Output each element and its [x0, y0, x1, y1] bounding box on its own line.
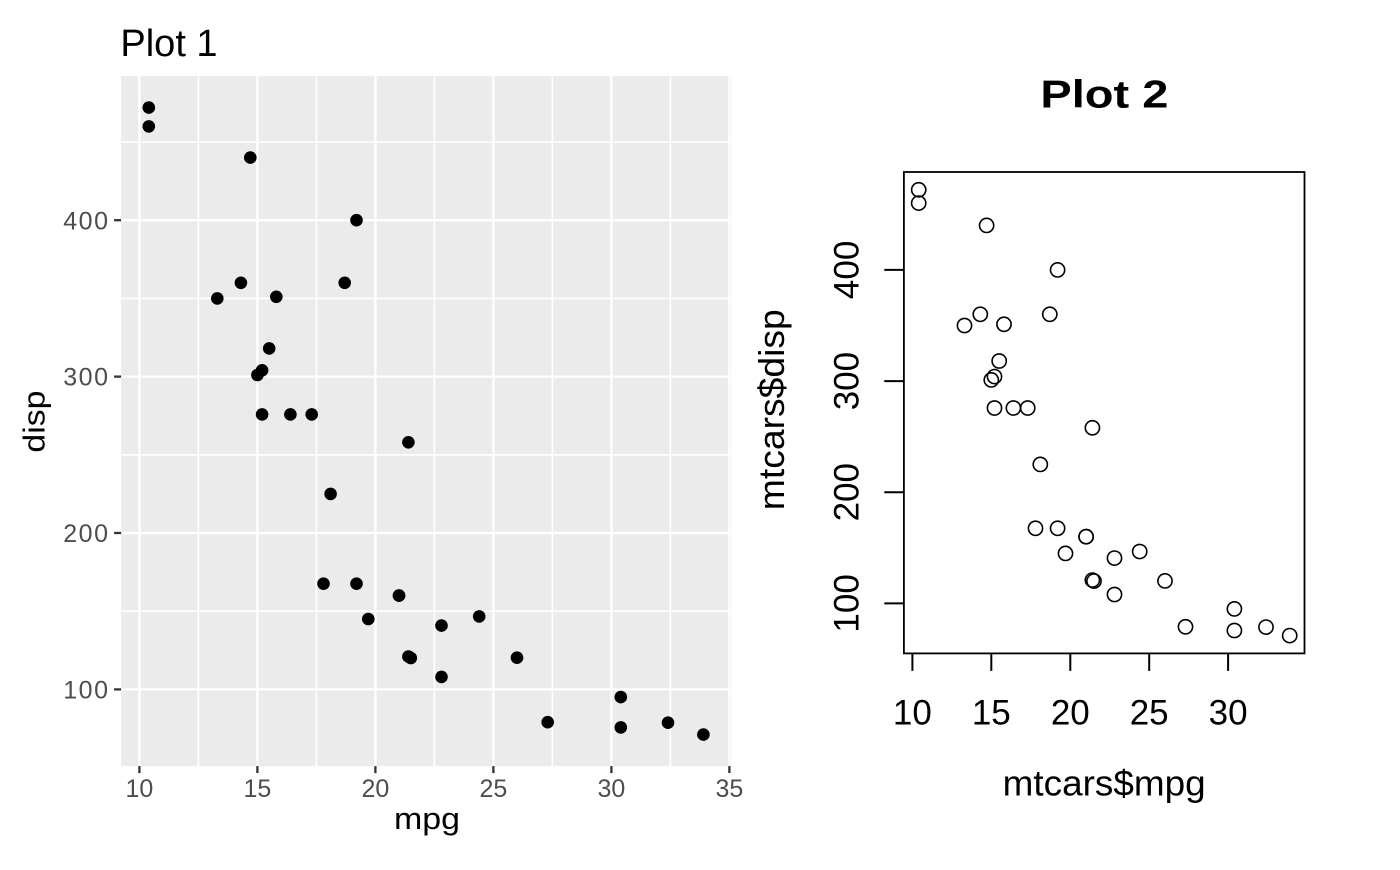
svg-text:30: 30: [1209, 694, 1248, 733]
svg-text:200: 200: [63, 520, 109, 548]
svg-text:Plot 2: Plot 2: [1040, 74, 1168, 117]
svg-text:Plot 1: Plot 1: [120, 23, 217, 65]
svg-text:20: 20: [361, 775, 389, 803]
svg-text:35: 35: [715, 775, 743, 803]
svg-text:400: 400: [827, 241, 866, 299]
svg-text:10: 10: [125, 775, 153, 803]
svg-text:10: 10: [893, 694, 932, 733]
svg-text:400: 400: [63, 207, 109, 235]
svg-text:25: 25: [1130, 694, 1169, 733]
svg-text:300: 300: [63, 364, 109, 392]
svg-text:disp: disp: [16, 391, 51, 453]
svg-text:200: 200: [827, 463, 866, 521]
svg-text:300: 300: [827, 352, 866, 410]
svg-text:20: 20: [1051, 694, 1090, 733]
svg-text:100: 100: [63, 677, 109, 705]
svg-text:mtcars$disp: mtcars$disp: [751, 309, 792, 510]
svg-text:25: 25: [479, 775, 507, 803]
svg-text:15: 15: [972, 694, 1011, 733]
svg-text:100: 100: [827, 574, 866, 632]
svg-text:mpg: mpg: [394, 801, 460, 836]
svg-text:15: 15: [243, 775, 271, 803]
svg-text:30: 30: [597, 775, 625, 803]
svg-text:mtcars$mpg: mtcars$mpg: [1003, 763, 1206, 804]
